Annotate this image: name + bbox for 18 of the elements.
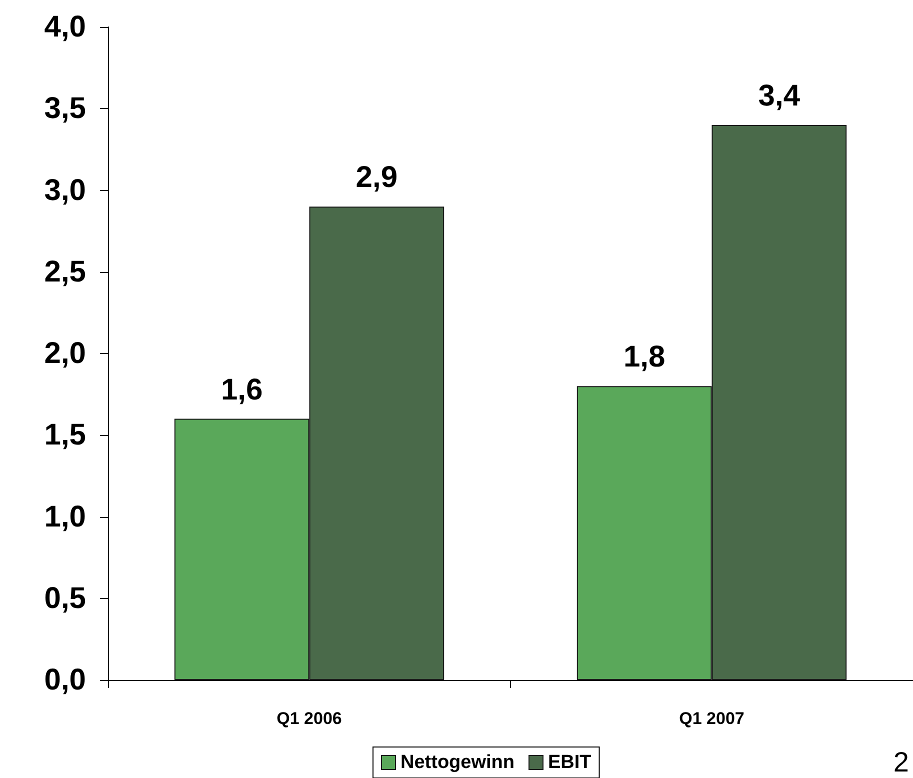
y-tick-label: 2,0	[44, 337, 86, 370]
y-tick-label: 0,0	[44, 664, 86, 696]
y-tick-label: 4,0	[44, 10, 86, 44]
y-tick-label: 3,0	[44, 174, 86, 207]
text: 2	[893, 746, 910, 778]
y-tick-label: 1,5	[44, 418, 86, 452]
x-tick-label: Q1 2006	[276, 709, 342, 728]
legend-label: Nettogewinn	[400, 752, 514, 773]
data-label: 1,8	[623, 340, 666, 374]
x-tick-label: Q1 2007	[679, 709, 744, 728]
y-tick-label: 1,0	[44, 500, 86, 534]
y-tick-label: 0,5	[44, 582, 86, 615]
y-tick-label: 3,5	[44, 92, 86, 126]
data-label: 2,9	[356, 161, 398, 194]
y-tick-label: 2,5	[44, 255, 86, 288]
data-label: 1,6	[220, 373, 263, 406]
data-label: 3,4	[758, 79, 800, 112]
legend-label: EBIT	[548, 752, 592, 773]
